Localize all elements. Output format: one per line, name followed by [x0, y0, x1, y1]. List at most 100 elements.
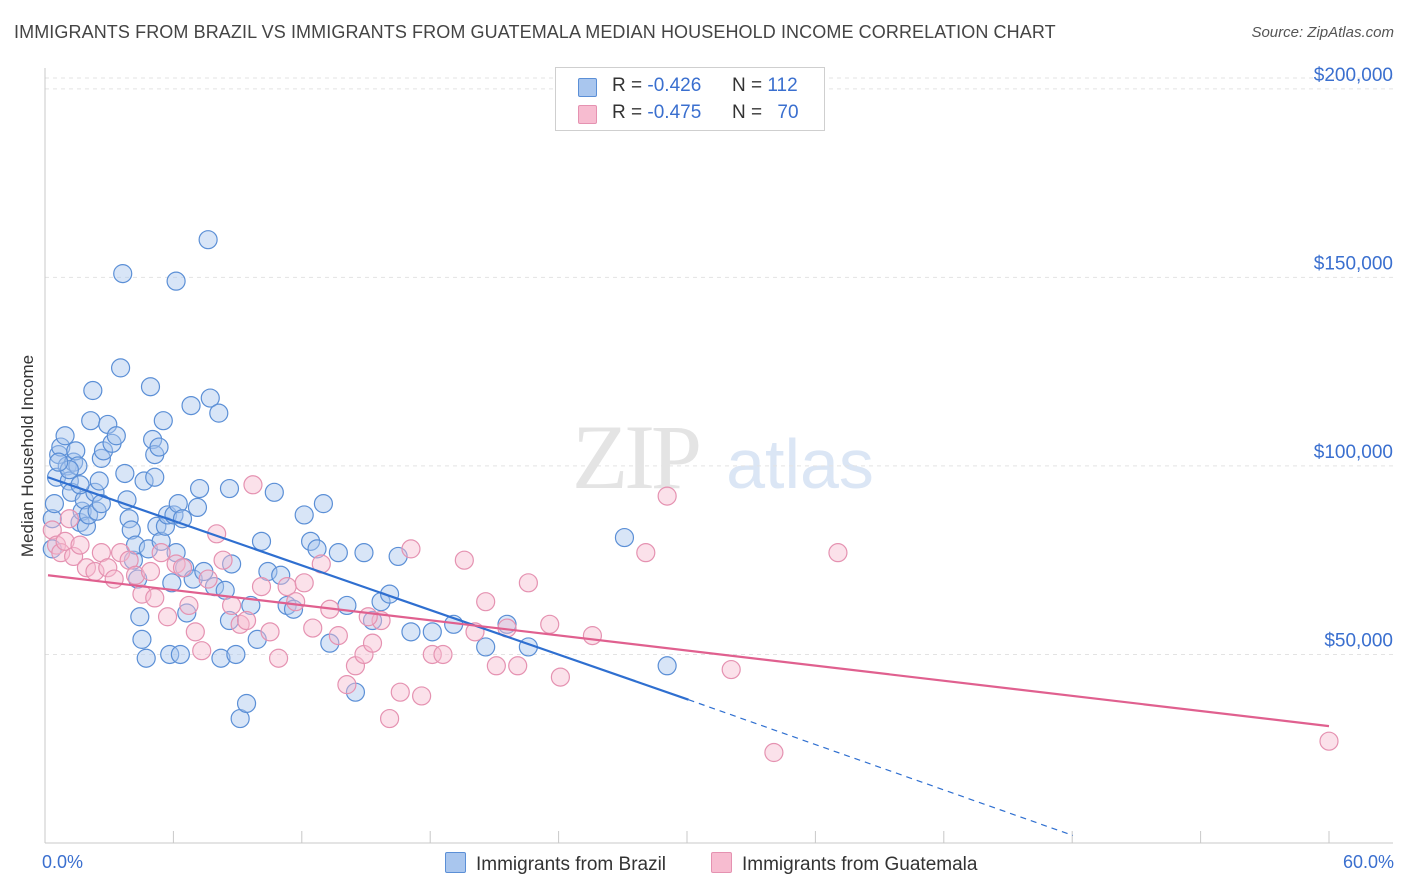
brazil-point [113, 264, 133, 284]
legend-n-guatemala: N = 70 [732, 102, 799, 123]
brazil-point [209, 403, 229, 423]
guatemala-point [764, 742, 784, 763]
brazil-point [236, 693, 257, 714]
guatemala-point [337, 675, 357, 695]
brazil-point [140, 377, 161, 397]
guatemala-point [145, 588, 165, 608]
guatemala-point [412, 686, 432, 706]
brazil-point [177, 603, 197, 623]
guatemala-point [132, 584, 152, 604]
correlation-legend: R = -0.426 N = 112 R = -0.475 N = 70 [555, 67, 825, 131]
guatemala-point [328, 626, 348, 646]
brazil-point [307, 539, 327, 559]
y-tick-labels: $50,000 $100,000 $150,000 $200,000 [1314, 65, 1393, 652]
guatemala-point [657, 486, 677, 506]
guatemala-point [486, 656, 506, 676]
guatemala-legend-swatch [711, 852, 732, 873]
brazil-point [110, 358, 131, 378]
brazil-point [657, 656, 677, 676]
brazil-point [354, 543, 374, 563]
brazil-point [422, 622, 442, 642]
brazil-point [106, 426, 126, 446]
brazil-point [89, 471, 109, 491]
guatemala-point [303, 618, 323, 638]
brazil-point [476, 637, 496, 657]
brazil-point [130, 607, 150, 627]
brazil-point [83, 380, 103, 401]
brazil-trendline [47, 476, 689, 701]
brazil-point [81, 411, 101, 431]
brazil-point [198, 230, 218, 250]
brazil-point [187, 497, 208, 518]
brazil-point [200, 388, 220, 408]
axes [44, 68, 1393, 844]
brazil-point [181, 395, 201, 416]
guatemala-point [636, 543, 656, 563]
brazil-point [121, 520, 141, 540]
bottom-legend-brazil: Immigrants from Brazil [445, 852, 666, 876]
guatemala-trendline [47, 574, 1330, 728]
guatemala-point [380, 708, 400, 729]
guatemala-point [151, 543, 171, 563]
brazil-trendline-extension [688, 699, 1073, 837]
brazil-point [226, 644, 246, 665]
brazil-point [211, 648, 231, 668]
brazil-point [614, 527, 635, 548]
brazil-point [301, 531, 321, 551]
brazil-point [271, 565, 291, 585]
guatemala-point [1319, 731, 1339, 751]
guatemala-point [294, 573, 314, 593]
guatemala-point [185, 622, 205, 642]
guatemala-point [401, 539, 421, 559]
brazil-point [134, 471, 154, 491]
brazil-point [115, 463, 135, 484]
guatemala-point [422, 644, 442, 665]
y-tick-label: $50,000 [1324, 630, 1393, 651]
guatemala-point [286, 592, 306, 612]
guatemala-point [51, 543, 71, 563]
source-label: Source: ZipAtlas.com [1251, 24, 1394, 41]
guatemala-point [550, 667, 571, 687]
brazil-point [49, 452, 69, 472]
brazil-point [328, 543, 348, 563]
guatemala-point [192, 641, 212, 661]
brazil-point [264, 482, 284, 502]
brazil-point [51, 437, 71, 457]
guatemala-point [476, 592, 496, 612]
guatemala-point [157, 607, 178, 627]
brazil-swatch [578, 78, 597, 97]
brazil-point [85, 482, 105, 502]
watermark-zip: ZIP [572, 406, 699, 508]
brazil-point [380, 584, 400, 604]
legend-r-guatemala: R = -0.475 [612, 102, 702, 123]
brazil-point [44, 494, 65, 514]
brazil-point [132, 629, 152, 649]
y-tick-label: $150,000 [1314, 253, 1393, 274]
guatemala-point [70, 535, 90, 555]
trendlines [47, 476, 1330, 837]
guatemala-point [454, 550, 474, 570]
brazil-point [313, 494, 334, 514]
brazil-point [189, 478, 210, 499]
legend-n-brazil: N = 112 [732, 75, 798, 96]
guatemala-point [42, 520, 62, 540]
guatemala-point [251, 576, 272, 597]
brazil-point [149, 437, 169, 457]
guatemala-point [55, 531, 75, 551]
brazil-point [151, 531, 171, 551]
guatemala-point [198, 569, 218, 589]
guatemala-point [260, 622, 280, 642]
guatemala-point [540, 614, 560, 634]
guatemala-swatch [578, 105, 597, 124]
brazil-point [42, 509, 62, 529]
guatemala-point [390, 682, 410, 702]
brazil-point [294, 505, 314, 525]
brazil-point [55, 426, 75, 446]
guatemala-point [172, 558, 193, 578]
watermark: ZIP atlas [572, 406, 874, 508]
guatemala-point [64, 546, 84, 567]
guatemala-point [98, 558, 118, 578]
brazil-point [168, 494, 188, 514]
gridlines [45, 77, 1393, 655]
